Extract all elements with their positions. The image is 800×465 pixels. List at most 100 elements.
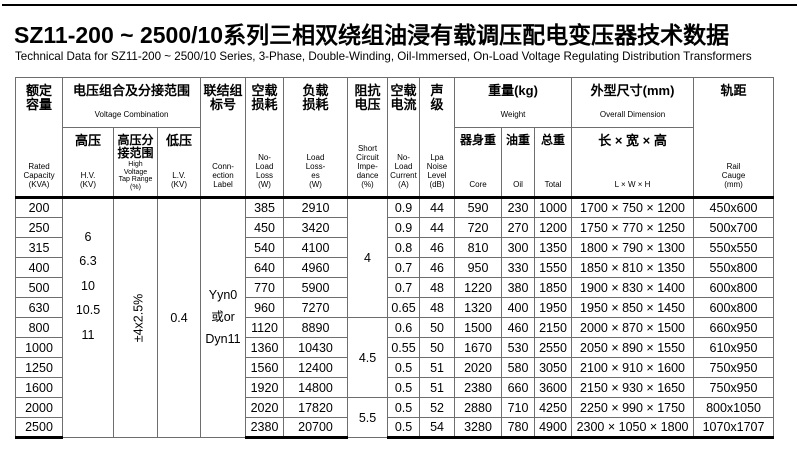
- cell-impedance: 4.5: [347, 317, 389, 398]
- col-header-oil-weight-en: Oil: [513, 179, 523, 189]
- cell-oil-weight: 660: [501, 377, 536, 398]
- col-group-weight-en: Weight: [500, 110, 526, 120]
- cell-core-weight: 2880: [454, 397, 503, 418]
- cell-rail-gauge: 550x550: [693, 237, 775, 258]
- cell-capacity: 630: [15, 297, 63, 318]
- cell-capacity: 1250: [15, 357, 63, 378]
- col-header-connection-label-zh: 联结组 标号: [203, 82, 243, 113]
- cell-capacity: 315: [15, 237, 63, 258]
- col-header-load-loss-en: Load Loss- es (W): [305, 152, 326, 189]
- cell-lv-value: 0.4: [156, 197, 202, 438]
- cell-total-weight: 1200: [534, 217, 573, 238]
- col-header-load-loss: 负载 损耗 Load Loss- es (W): [283, 77, 349, 198]
- page-title: SZ11-200 ~ 2500/10系列三相双绕组油浸有载调压配电变压器技术数据: [14, 22, 730, 48]
- col-group-overall-dimension-zh: 外型尺寸(mm): [590, 83, 675, 98]
- cell-rail-gauge: 500x700: [693, 217, 775, 238]
- cell-noload-current: 0.65: [387, 297, 421, 318]
- cell-dimensions: 1850 × 810 × 1350: [571, 257, 695, 278]
- cell-noload-loss: 1560: [245, 357, 285, 378]
- cell-total-weight: 2150: [534, 317, 573, 338]
- cell-capacity: 2500: [15, 417, 63, 439]
- cell-noise: 48: [419, 277, 456, 298]
- cell-capacity: 800: [15, 317, 63, 338]
- cell-noload-current: 0.9: [387, 217, 421, 238]
- cell-load-loss: 17820: [283, 397, 349, 418]
- cell-connection-label: Yyn0 或or Dyn11: [200, 197, 247, 438]
- cell-core-weight: 720: [454, 217, 503, 238]
- cell-rail-gauge: 600x800: [693, 297, 775, 318]
- col-group-voltage-combination-zh: 电压组合及分接范围: [73, 83, 191, 98]
- cell-oil-weight: 780: [501, 417, 536, 439]
- cell-load-loss: 7270: [283, 297, 349, 318]
- cell-tap-range: ±4x2.5%: [113, 197, 158, 438]
- cell-noise: 50: [419, 337, 456, 358]
- col-header-total-weight-en: Total: [544, 179, 562, 189]
- cell-dimensions: 2250 × 990 × 1750: [571, 397, 695, 418]
- cell-load-loss: 2910: [283, 197, 349, 218]
- cell-load-loss: 4960: [283, 257, 349, 278]
- table-row: 250 450 3420 0.9 44 720 270 1200 1750 × …: [15, 217, 775, 238]
- cell-capacity: 1000: [15, 337, 63, 358]
- table-row: 200 6 6.3 10 10.5 11 ±4x2.5% 0.4 Yyn0 或o…: [15, 197, 775, 438]
- col-header-noload-current: 空载 电流 No- Load Current (A): [387, 77, 421, 198]
- cell-core-weight: 1220: [454, 277, 503, 298]
- col-header-noise-level-en: Lpa Noise Level (dB): [426, 152, 448, 189]
- cell-noise: 46: [419, 237, 456, 258]
- cell-dimensions: 2150 × 930 × 1650: [571, 377, 695, 398]
- cell-capacity: 500: [15, 277, 63, 298]
- cell-oil-weight: 460: [501, 317, 536, 338]
- col-header-rated-capacity-en: Rated Capacity (KVA): [23, 161, 55, 189]
- cell-noload-current: 0.9: [387, 197, 421, 218]
- cell-total-weight: 1850: [534, 277, 573, 298]
- table-row: 1250 1560 12400 0.5 51 2020 580 3050 210…: [15, 357, 775, 378]
- cell-impedance: 4: [347, 197, 389, 318]
- col-header-lwh: 长 × 宽 × 高 L × W × H: [571, 127, 695, 198]
- cell-rail-gauge: 800x1050: [693, 397, 775, 418]
- col-header-rated-capacity-zh: 额定 容量: [25, 82, 52, 113]
- cell-load-loss: 5900: [283, 277, 349, 298]
- col-header-core-weight: 器身重 Core: [454, 127, 503, 198]
- col-group-weight-zh: 重量(kg): [488, 83, 538, 98]
- col-header-hv-zh: 高压: [74, 132, 101, 148]
- cell-dimensions: 2300 × 1050 × 1800: [571, 417, 695, 439]
- cell-oil-weight: 380: [501, 277, 536, 298]
- col-header-core-weight-zh: 器身重: [460, 132, 497, 147]
- cell-noload-current: 0.8: [387, 237, 421, 258]
- cell-noise: 51: [419, 357, 456, 378]
- cell-load-loss: 8890: [283, 317, 349, 338]
- col-header-noload-current-zh: 空载 电流: [390, 82, 417, 113]
- col-header-hv-en: H.V. (KV): [80, 170, 96, 189]
- col-header-load-loss-zh: 负载 损耗: [302, 82, 329, 113]
- col-header-lv-zh: 低压: [166, 132, 193, 148]
- cell-oil-weight: 400: [501, 297, 536, 318]
- cell-hv-values: 6 6.3 10 10.5 11: [62, 197, 114, 438]
- cell-oil-weight: 330: [501, 257, 536, 278]
- cell-rail-gauge: 610x950: [693, 337, 775, 358]
- cell-noload-loss: 540: [245, 237, 285, 258]
- col-header-tap-range-zh: 高压分 接范围: [117, 132, 154, 161]
- cell-noise: 44: [419, 197, 456, 218]
- top-rule: [2, 4, 797, 6]
- cell-noload-loss: 450: [245, 217, 285, 238]
- cell-noload-current: 0.55: [387, 337, 421, 358]
- table-row: 1000 1360 10430 0.55 50 1670 530 2550 20…: [15, 337, 775, 358]
- cell-total-weight: 1000: [534, 197, 573, 218]
- cell-load-loss: 10430: [283, 337, 349, 358]
- cell-dimensions: 1950 × 850 × 1450: [571, 297, 695, 318]
- cell-total-weight: 4250: [534, 397, 573, 418]
- cell-oil-weight: 230: [501, 197, 536, 218]
- cell-rail-gauge: 750x950: [693, 377, 775, 398]
- cell-noload-loss: 1920: [245, 377, 285, 398]
- cell-total-weight: 3050: [534, 357, 573, 378]
- cell-noload-loss: 960: [245, 297, 285, 318]
- cell-core-weight: 1670: [454, 337, 503, 358]
- cell-noload-current: 0.5: [387, 417, 421, 439]
- col-header-total-weight: 总重 Total: [534, 127, 573, 198]
- cell-noise: 50: [419, 317, 456, 338]
- col-group-voltage-combination-en: Voltage Combination: [94, 110, 169, 120]
- cell-load-loss: 4100: [283, 237, 349, 258]
- cell-noload-loss: 1120: [245, 317, 285, 338]
- cell-noise: 46: [419, 257, 456, 278]
- col-header-noload-current-en: No- Load Current (A): [390, 152, 417, 189]
- col-header-impedance-zh: 阻抗 电压: [354, 82, 381, 113]
